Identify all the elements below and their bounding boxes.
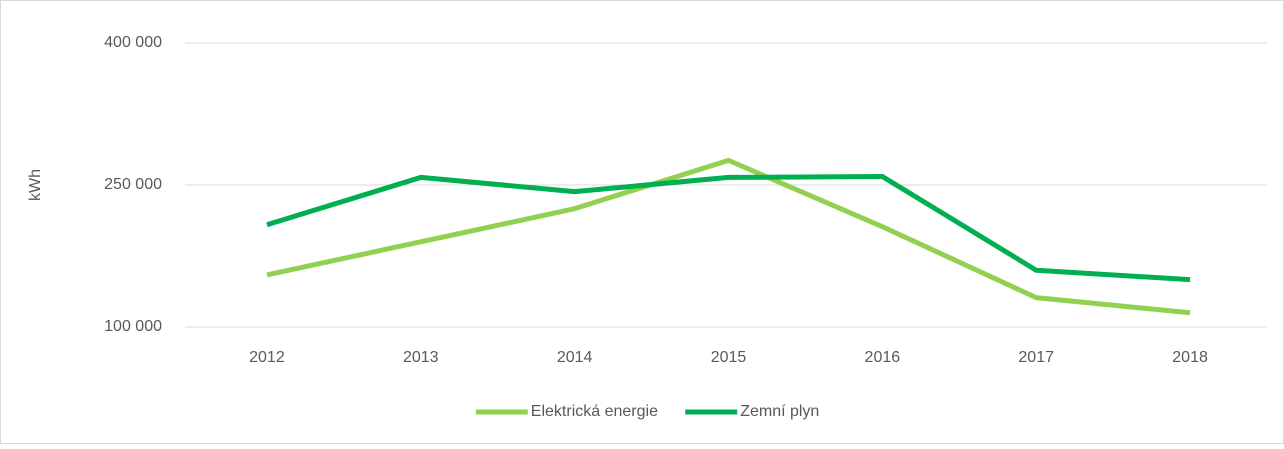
x-tick-label: 2012 [249, 349, 285, 366]
x-tick-label: 2016 [865, 349, 901, 366]
x-tick-label: 2013 [403, 349, 439, 366]
x-tick-label: 2015 [711, 349, 747, 366]
y-tick-label: 250 000 [104, 176, 162, 193]
line-series [266, 157, 1191, 316]
y-axis-label: kWh [27, 169, 44, 201]
y-tick-label: 400 000 [104, 34, 162, 51]
x-tick-label: 2014 [557, 349, 593, 366]
line-series [266, 173, 1191, 283]
legend-label: Elektrická energie [531, 403, 658, 420]
x-tick-label: 2017 [1018, 349, 1054, 366]
x-tick-label: 2018 [1172, 349, 1208, 366]
y-tick-label: 100 000 [104, 318, 162, 335]
legend-label: Zemní plyn [740, 403, 819, 420]
